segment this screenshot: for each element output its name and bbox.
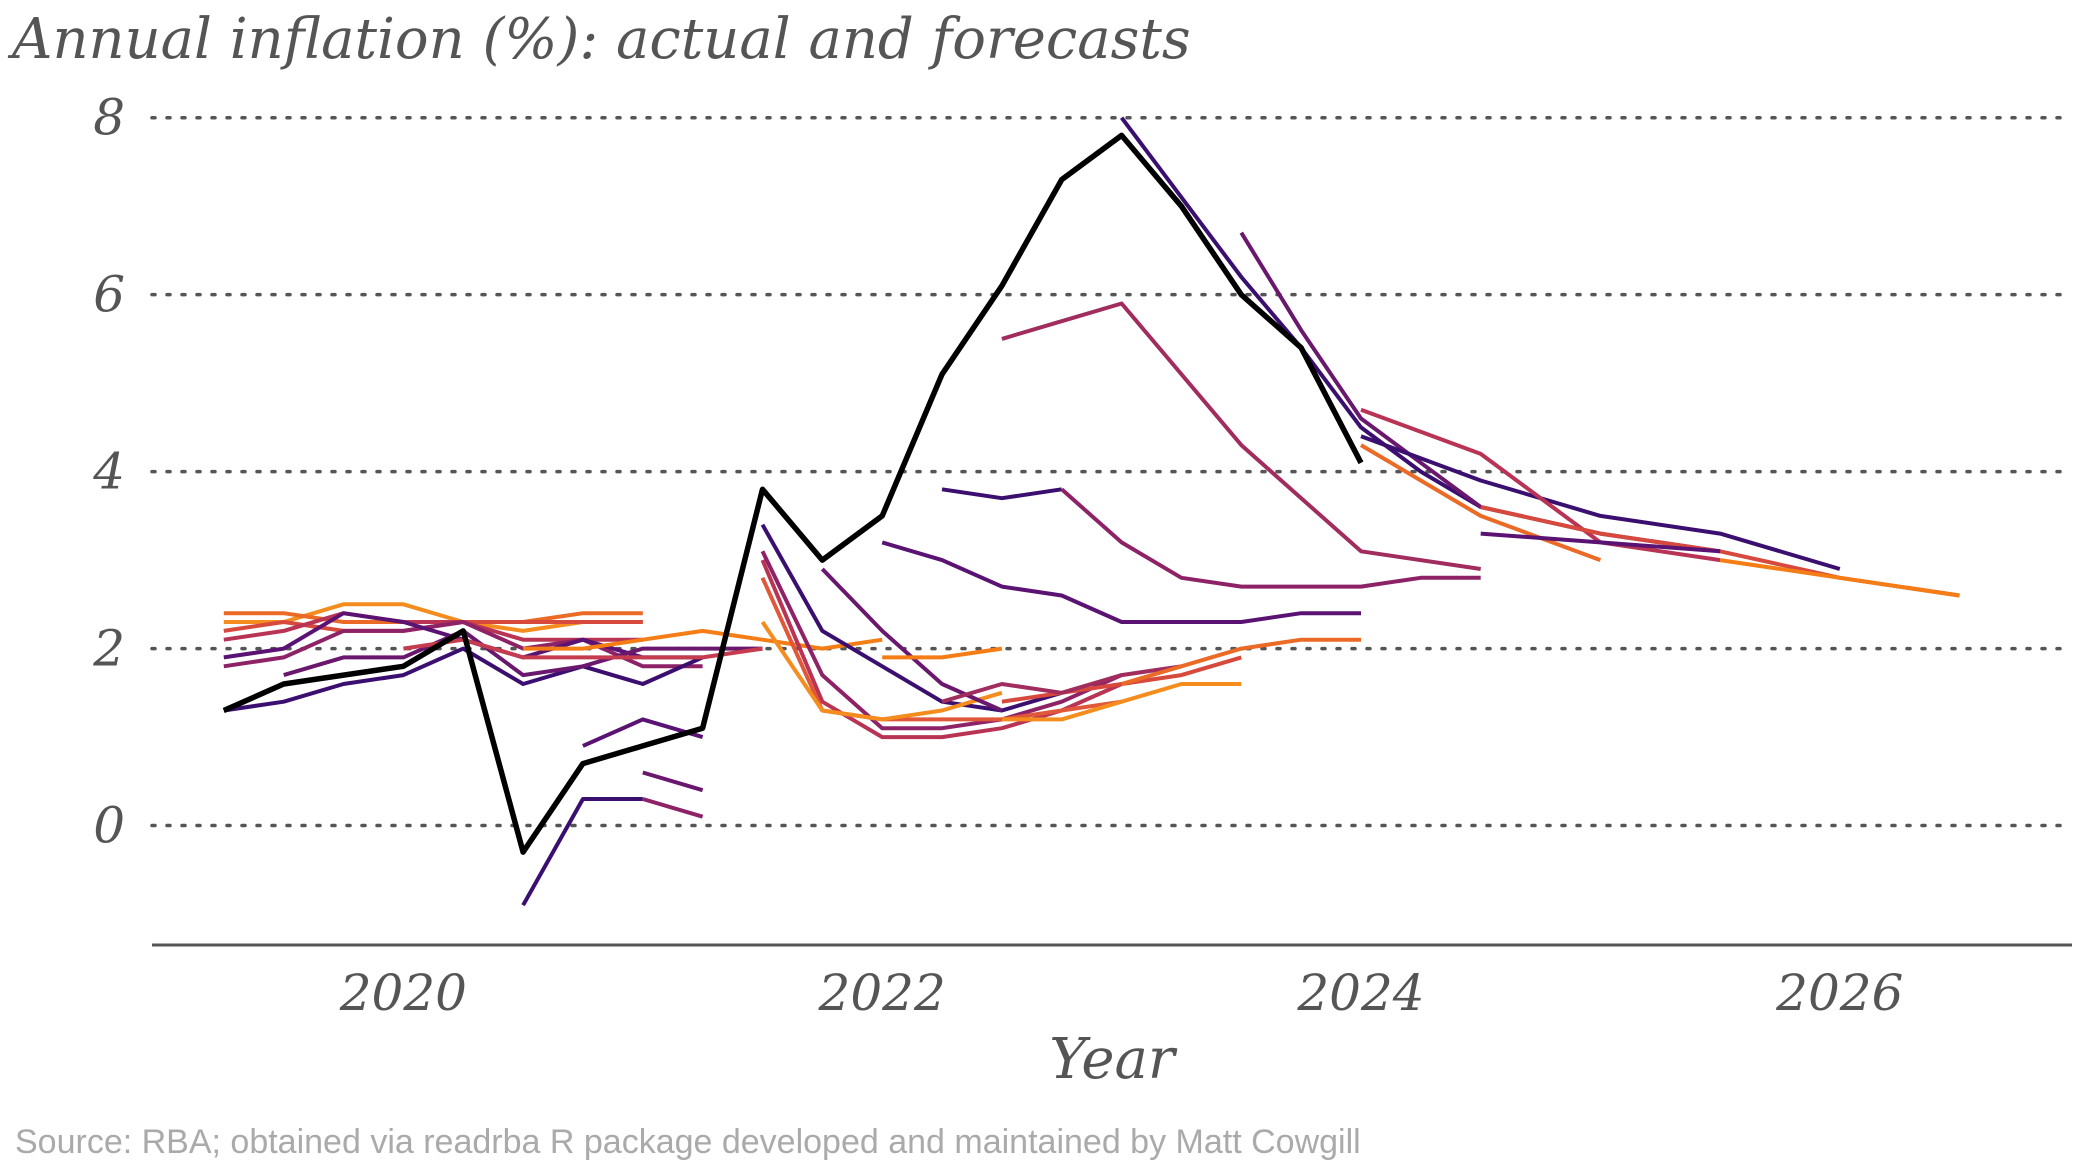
forecast-line [760, 523, 1063, 713]
forecast-line [523, 628, 883, 651]
y-tick-label: 4 [92, 443, 125, 501]
forecast-line [1001, 301, 1481, 571]
forecast-line [760, 620, 1003, 722]
x-axis-label: Year [1049, 1027, 1178, 1092]
series-lines [222, 116, 1960, 907]
x-axis-ticks: 2020 2022 2024 2026 [339, 964, 1904, 1022]
forecast-line [1360, 407, 1721, 563]
y-tick-label: 8 [93, 89, 125, 147]
x-tick-label: 2020 [339, 964, 467, 1022]
forecast-line [882, 646, 1003, 660]
forecast-line [760, 550, 1123, 731]
y-tick-label: 6 [93, 266, 125, 324]
forecast-line [1060, 487, 1481, 589]
forecast-line [1120, 116, 1482, 509]
x-tick-label: 2026 [1775, 964, 1903, 1022]
forecast-line [941, 487, 1062, 501]
forecast-line [1480, 531, 1721, 554]
actual-inflation-line [222, 132, 1364, 855]
forecast-line [820, 567, 1003, 713]
x-tick-label: 2022 [818, 964, 946, 1022]
forecast-line [941, 664, 1182, 704]
forecast-line [521, 797, 643, 907]
y-tick-label: 2 [92, 620, 125, 678]
y-tick-label: 0 [93, 797, 125, 855]
forecast-line [1359, 443, 1602, 562]
forecast-line [1001, 655, 1242, 704]
forecast-line [1719, 558, 1960, 598]
chart-title: Annual inflation (%): actual and forecas… [7, 7, 1191, 72]
x-tick-label: 2024 [1296, 964, 1424, 1022]
forecast-line [642, 770, 704, 793]
forecast-line [582, 717, 704, 748]
y-axis-ticks: 0 2 4 6 8 [92, 89, 125, 855]
forecast-line [1001, 682, 1242, 722]
forecast-line [642, 797, 704, 819]
forecast-line [223, 646, 704, 713]
gridlines [150, 115, 2074, 828]
forecast-line [1360, 434, 1841, 571]
forecast-line [1121, 637, 1361, 686]
forecast-line [1239, 231, 1721, 554]
forecast-line [881, 540, 1361, 624]
forecast-line [283, 628, 763, 678]
source-caption: Source: RBA; obtained via readrba R pack… [15, 1123, 1361, 1161]
